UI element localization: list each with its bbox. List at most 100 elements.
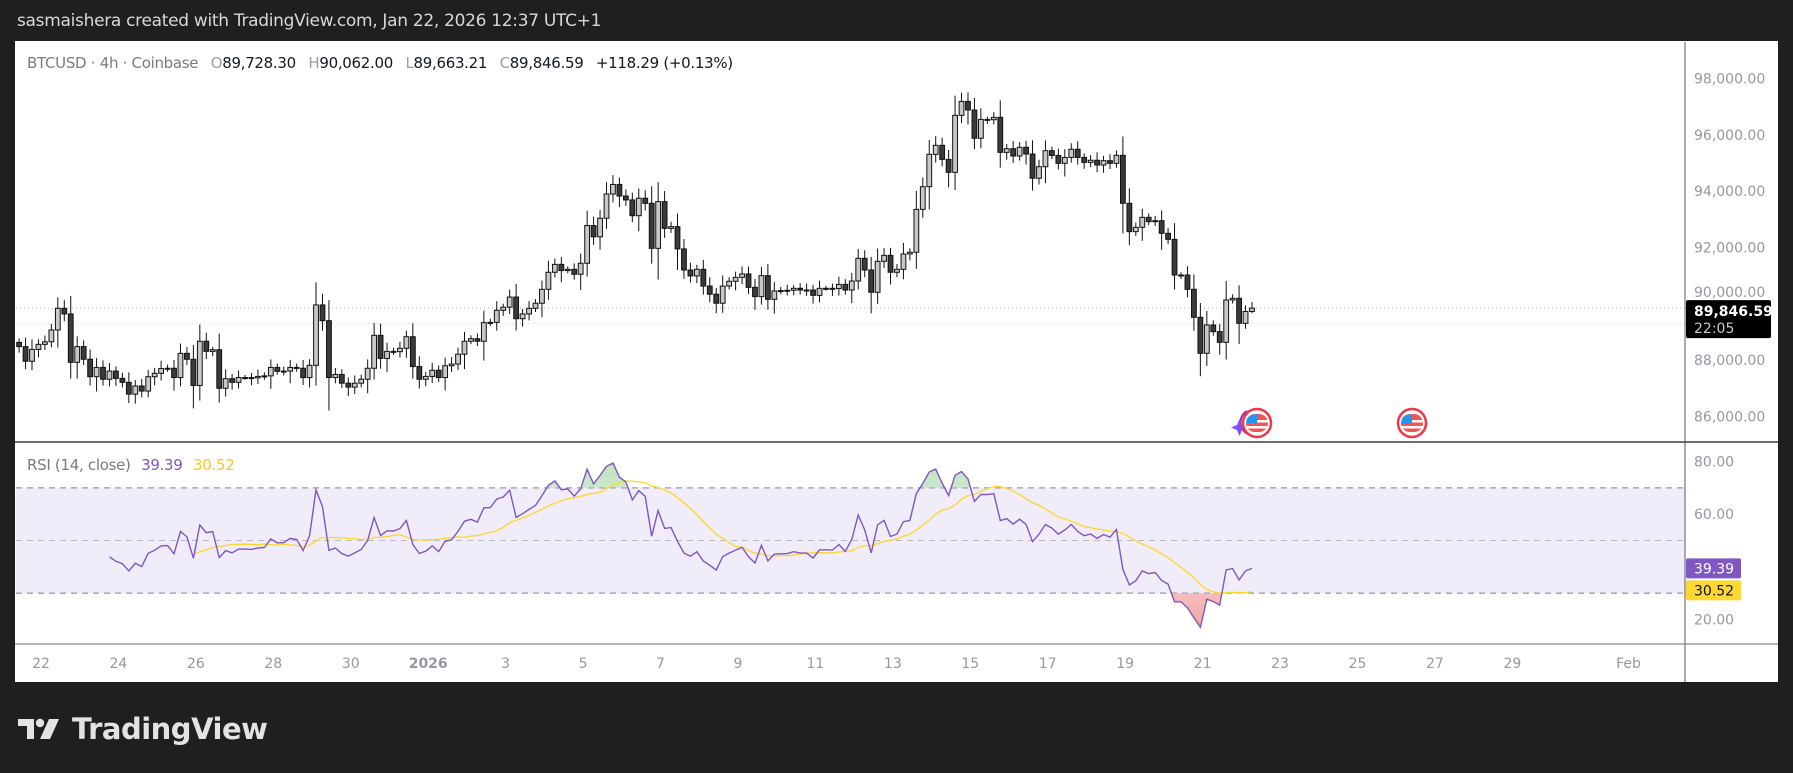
- candle[interactable]: [874, 248, 881, 304]
- candle[interactable]: [461, 331, 468, 370]
- candle[interactable]: [42, 335, 48, 350]
- candle[interactable]: [319, 293, 326, 331]
- candle[interactable]: [1145, 213, 1152, 226]
- candle[interactable]: [551, 258, 558, 278]
- candle[interactable]: [326, 300, 332, 411]
- candle[interactable]: [655, 182, 662, 280]
- candle[interactable]: [255, 369, 261, 385]
- candle[interactable]: [848, 272, 855, 304]
- candle[interactable]: [132, 380, 139, 404]
- candle[interactable]: [810, 284, 816, 304]
- candle[interactable]: [945, 150, 952, 188]
- candle[interactable]: [971, 97, 978, 150]
- candle[interactable]: [67, 295, 74, 379]
- candle[interactable]: [229, 374, 236, 390]
- candle[interactable]: [1236, 285, 1242, 345]
- candle[interactable]: [455, 347, 461, 370]
- candle[interactable]: [293, 363, 300, 372]
- candle[interactable]: [577, 253, 584, 290]
- candle[interactable]: [648, 186, 655, 264]
- candle[interactable]: [855, 249, 862, 290]
- candle[interactable]: [384, 342, 390, 373]
- candle[interactable]: [990, 112, 997, 125]
- candle[interactable]: [603, 182, 610, 229]
- candle[interactable]: [487, 318, 494, 326]
- candle[interactable]: [771, 282, 778, 314]
- candle[interactable]: [1152, 215, 1159, 226]
- candle[interactable]: [1197, 302, 1204, 377]
- candle[interactable]: [1126, 188, 1133, 246]
- candle[interactable]: [158, 360, 165, 381]
- candle[interactable]: [332, 368, 339, 384]
- candle[interactable]: [35, 339, 42, 358]
- candle[interactable]: [965, 92, 971, 125]
- candle[interactable]: [1023, 140, 1029, 165]
- candle[interactable]: [196, 324, 203, 401]
- candle[interactable]: [635, 188, 642, 232]
- candle[interactable]: [835, 276, 842, 296]
- candle[interactable]: [397, 341, 403, 358]
- candle[interactable]: [403, 330, 410, 358]
- candle[interactable]: [919, 177, 926, 218]
- candle[interactable]: [1178, 272, 1184, 280]
- candle[interactable]: [80, 340, 87, 365]
- candle[interactable]: [87, 349, 93, 386]
- candle[interactable]: [622, 189, 629, 206]
- candle[interactable]: [797, 283, 804, 295]
- candle[interactable]: [429, 362, 436, 384]
- candle[interactable]: [500, 303, 507, 316]
- candle[interactable]: [106, 363, 113, 387]
- candle[interactable]: [190, 344, 197, 409]
- candle[interactable]: [1087, 155, 1094, 167]
- candle[interactable]: [545, 260, 552, 300]
- candle[interactable]: [823, 285, 829, 291]
- candle[interactable]: [1203, 310, 1210, 366]
- candle[interactable]: [881, 248, 887, 268]
- candle[interactable]: [861, 250, 868, 278]
- candle[interactable]: [474, 333, 481, 346]
- rsi-title[interactable]: RSI (14, close): [27, 456, 131, 474]
- candle[interactable]: [1061, 149, 1068, 177]
- candle[interactable]: [113, 366, 119, 386]
- candle[interactable]: [338, 369, 345, 388]
- candle[interactable]: [829, 283, 836, 296]
- candle[interactable]: [435, 365, 442, 382]
- candle[interactable]: [358, 374, 365, 388]
- candle[interactable]: [1191, 274, 1197, 331]
- candle[interactable]: [790, 285, 797, 296]
- candle[interactable]: [1042, 140, 1049, 184]
- candle[interactable]: [1132, 222, 1139, 236]
- candle[interactable]: [1229, 294, 1236, 304]
- candle[interactable]: [674, 213, 681, 270]
- candle[interactable]: [1048, 146, 1055, 160]
- candle[interactable]: [1158, 210, 1165, 250]
- candle[interactable]: [571, 263, 578, 280]
- economic-event-marker[interactable]: [1396, 407, 1428, 439]
- candle[interactable]: [997, 100, 1004, 168]
- candle[interactable]: [926, 140, 933, 210]
- candle[interactable]: [558, 257, 565, 283]
- candle[interactable]: [48, 323, 55, 348]
- candle[interactable]: [590, 216, 597, 245]
- candle[interactable]: [216, 333, 223, 403]
- candle[interactable]: [151, 367, 158, 386]
- candle[interactable]: [745, 266, 752, 295]
- candle[interactable]: [732, 271, 739, 291]
- candle[interactable]: [364, 359, 371, 394]
- candle[interactable]: [629, 192, 636, 223]
- candle[interactable]: [345, 377, 352, 397]
- candle[interactable]: [313, 282, 319, 386]
- candle[interactable]: [706, 277, 713, 303]
- candle[interactable]: [442, 357, 449, 391]
- candle[interactable]: [984, 116, 991, 124]
- candle[interactable]: [248, 372, 255, 386]
- candle[interactable]: [1223, 280, 1230, 360]
- candle[interactable]: [900, 242, 907, 280]
- candle[interactable]: [784, 284, 791, 296]
- candle[interactable]: [493, 301, 500, 331]
- candle[interactable]: [519, 308, 526, 327]
- candle[interactable]: [93, 358, 100, 392]
- candle[interactable]: [306, 359, 313, 388]
- candle[interactable]: [1165, 227, 1171, 245]
